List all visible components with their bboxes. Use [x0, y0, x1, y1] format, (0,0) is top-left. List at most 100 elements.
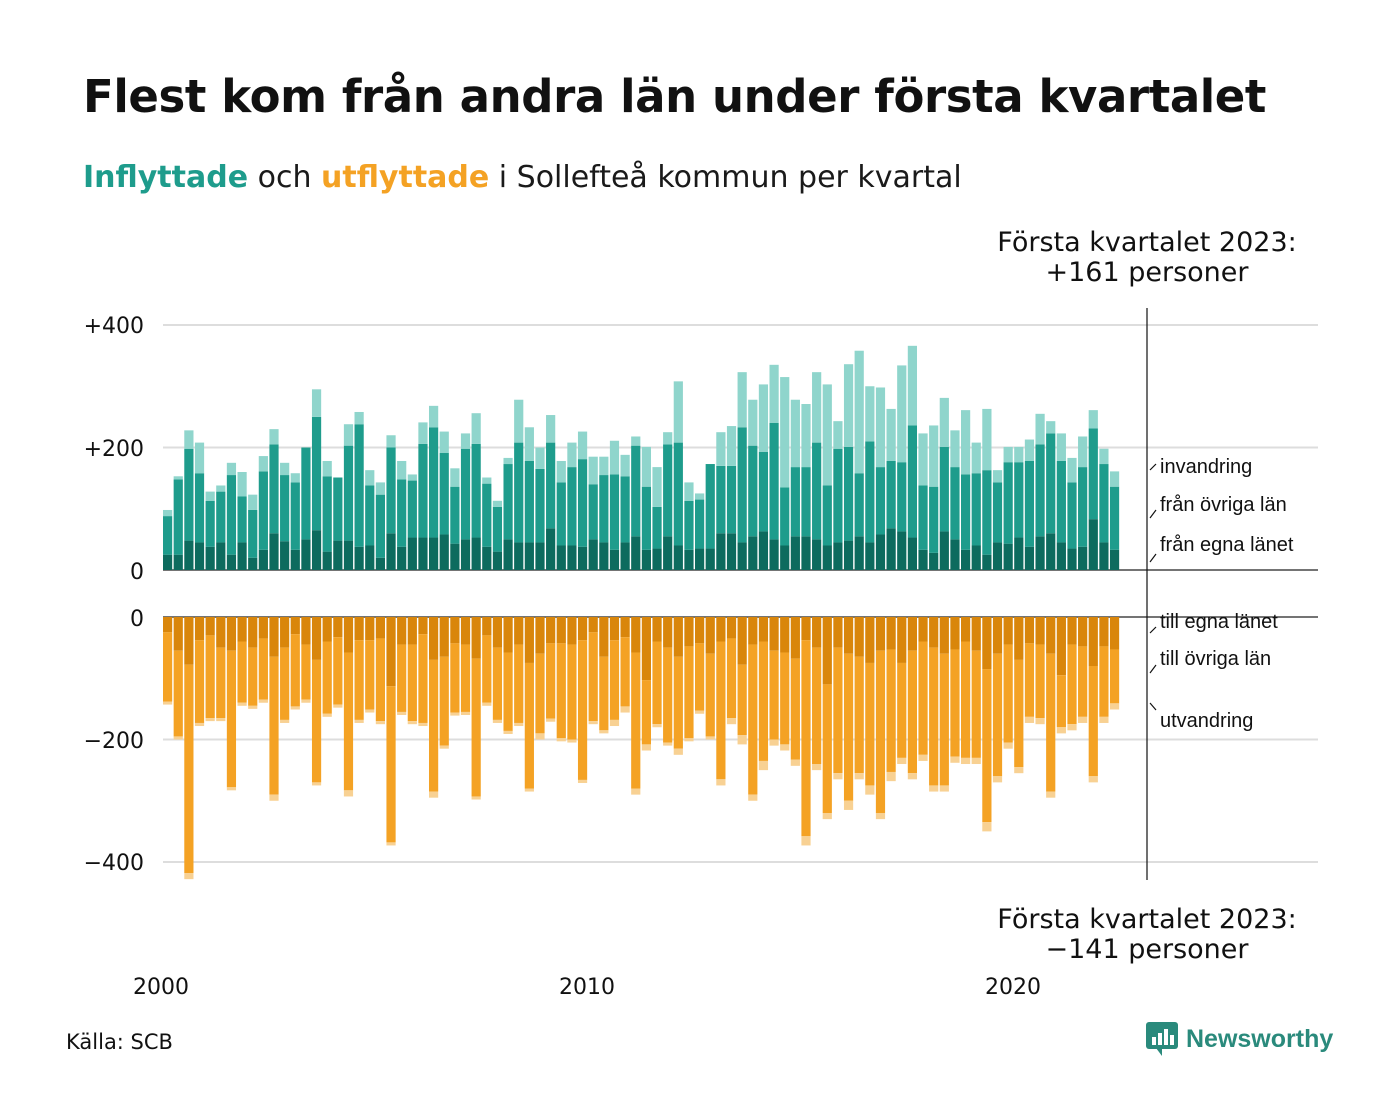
bar-till-ovriga-lan [1099, 646, 1109, 717]
bar-utvandring [950, 756, 960, 763]
bar-fran-ovriga-lan [216, 491, 226, 543]
bar-invandring [833, 421, 843, 449]
bar-till-egna-lanet [971, 617, 981, 651]
bar-fran-ovriga-lan [854, 473, 864, 537]
bar-till-egna-lanet [801, 617, 811, 641]
bar-till-ovriga-lan [961, 641, 971, 758]
bar-till-egna-lanet [429, 617, 439, 660]
bar-invandring [758, 384, 769, 452]
bar-utvandring [822, 813, 832, 820]
bar-till-egna-lanet [599, 617, 609, 657]
bar-invandring [1035, 413, 1045, 445]
bar-till-ovriga-lan [524, 662, 534, 789]
chart-subtitle: Inflyttade och utflyttade i Sollefteå ko… [83, 160, 962, 195]
bar-invandring [620, 454, 630, 477]
top-y-axis-ticks: +400 +200 0 [84, 314, 144, 585]
bar-fran-egna-lanet [961, 549, 971, 570]
bar-till-ovriga-lan [843, 653, 854, 801]
bar-till-ovriga-lan [982, 669, 992, 823]
bar-invandring [524, 427, 534, 461]
bar-fran-egna-lanet [194, 542, 205, 570]
bar-fran-ovriga-lan [684, 500, 694, 550]
bar-utvandring [961, 757, 971, 765]
bar-utvandring [1067, 724, 1077, 731]
bar-till-ovriga-lan [897, 662, 907, 758]
bar-fran-egna-lanet [301, 539, 311, 571]
bar-fran-egna-lanet [460, 539, 471, 571]
bar-till-egna-lanet [546, 617, 556, 644]
bar-till-ovriga-lan [812, 647, 822, 765]
bar-invandring [673, 381, 683, 443]
bar-till-ovriga-lan [695, 643, 705, 711]
bar-utvandring [918, 754, 928, 761]
bar-utvandring [673, 748, 683, 755]
label-till-egna-lanet: till egna länet [1160, 611, 1278, 633]
bar-fran-ovriga-lan [769, 423, 779, 540]
bar-utvandring [992, 776, 1003, 783]
bar-utvandring [524, 788, 534, 792]
bar-invandring [854, 350, 864, 474]
bar-invandring [375, 482, 385, 495]
bar-fran-egna-lanet [535, 542, 545, 570]
series-labels: invandring från övriga län från egna län… [1149, 456, 1294, 732]
bar-invandring [311, 389, 322, 417]
bar-utvandring [780, 744, 790, 751]
bar-invandring [184, 430, 194, 449]
bar-invandring [450, 468, 460, 487]
bar-fran-egna-lanet [248, 557, 258, 570]
bar-till-egna-lanet [843, 617, 854, 654]
bar-invandring [641, 446, 651, 487]
bar-utvandring [971, 757, 981, 765]
bar-till-egna-lanet [173, 617, 183, 651]
bar-invandring [290, 473, 300, 483]
bar-till-egna-lanet [301, 617, 311, 645]
bar-till-ovriga-lan [333, 637, 343, 705]
bar-utvandring [886, 771, 896, 782]
bar-invandring [1024, 439, 1035, 461]
bar-fran-egna-lanet [482, 546, 492, 570]
bar-till-ovriga-lan [801, 640, 811, 837]
bar-till-ovriga-lan [258, 638, 268, 700]
bar-fran-ovriga-lan [248, 509, 258, 558]
bar-utvandring [546, 718, 556, 722]
bar-till-ovriga-lan [460, 644, 471, 712]
bar-invandring [280, 462, 290, 476]
bar-fran-ovriga-lan [567, 467, 577, 546]
bar-fran-egna-lanet [950, 539, 960, 571]
bar-fran-ovriga-lan [354, 424, 364, 547]
bar-till-egna-lanet [886, 617, 896, 650]
bar-fran-egna-lanet [748, 536, 758, 570]
bar-fran-egna-lanet [1046, 533, 1056, 570]
bar-fran-ovriga-lan [1099, 464, 1109, 543]
bar-till-egna-lanet [620, 617, 630, 638]
bar-utvandring [482, 702, 492, 706]
bar-till-egna-lanet [769, 617, 779, 651]
bar-till-egna-lanet [865, 617, 875, 663]
bar-utvandring [1046, 791, 1056, 798]
bar-utvandring [439, 745, 449, 749]
bar-fran-ovriga-lan [939, 446, 949, 532]
bar-fran-egna-lanet [652, 548, 662, 570]
bar-fran-ovriga-lan [1024, 460, 1035, 547]
bar-fran-egna-lanet [311, 530, 322, 570]
bar-fran-ovriga-lan [194, 473, 205, 543]
bar-fran-ovriga-lan [652, 506, 662, 549]
bar-till-egna-lanet [758, 617, 769, 642]
bar-till-egna-lanet [439, 617, 449, 657]
bar-invandring [556, 460, 566, 483]
bar-till-egna-lanet [716, 617, 726, 642]
bar-till-ovriga-lan [514, 644, 524, 723]
bar-till-ovriga-lan [918, 641, 928, 755]
bar-till-ovriga-lan [1046, 653, 1056, 792]
bar-invandring [737, 372, 747, 428]
bar-utvandring [237, 702, 247, 706]
bar-till-egna-lanet [524, 617, 534, 663]
bar-utvandring [843, 800, 854, 810]
bar-till-egna-lanet [290, 617, 300, 635]
bar-invandring [226, 462, 237, 476]
bar-invandring [748, 399, 758, 446]
bar-fran-ovriga-lan [226, 475, 237, 555]
bar-invandring [780, 377, 790, 488]
bar-fran-egna-lanet [492, 551, 503, 571]
bar-fran-egna-lanet [418, 537, 428, 570]
